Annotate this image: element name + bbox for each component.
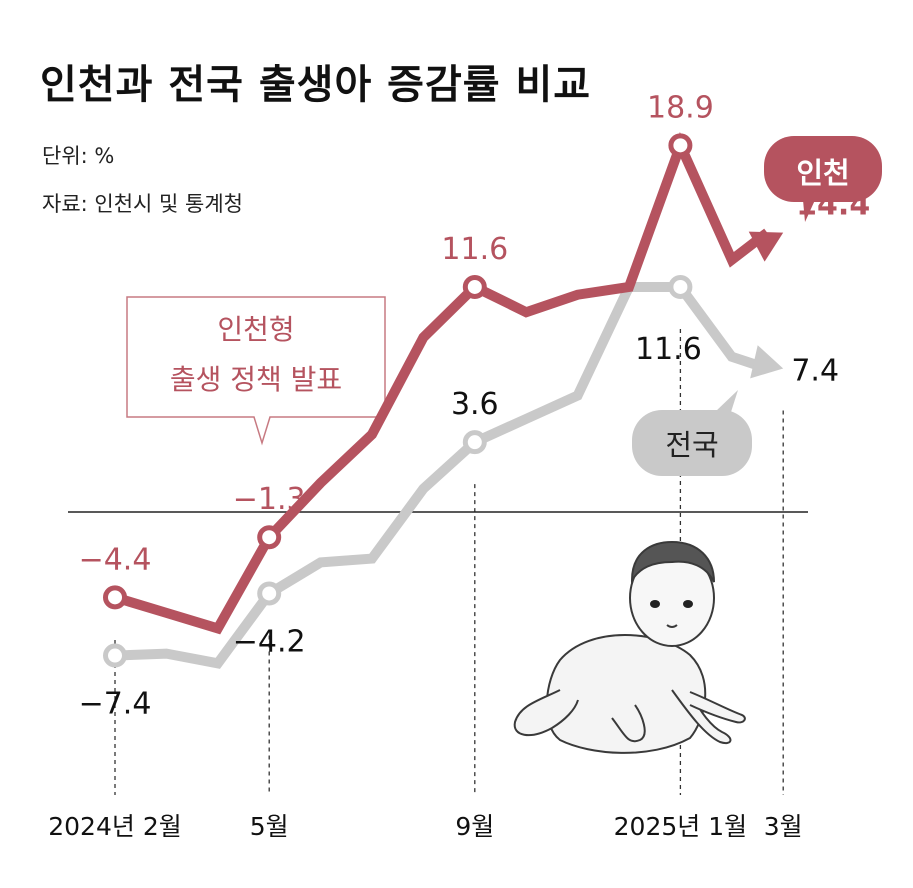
x-tick-2024-09: 9월: [455, 812, 494, 841]
point-marker-national-2024-09: [462, 430, 487, 455]
series-labels: −4.4−1.311.618.914.4−7.4−4.23.611.67.4: [79, 90, 871, 721]
legend-incheon: 인천: [764, 136, 882, 222]
x-tick-2025-03: 3월: [764, 812, 803, 841]
data-label-incheon-2024-09: 11.6: [441, 232, 508, 267]
point-marker-incheon-2024-05: [257, 525, 282, 550]
policy-callout-line1: 인천형: [217, 313, 294, 346]
point-marker-incheon-2025-01: [668, 133, 693, 158]
data-label-incheon-2025-01: 18.9: [647, 90, 714, 125]
policy-callout-line2: 출생 정책 발표: [170, 363, 342, 396]
point-marker-incheon-2024-02: [103, 585, 127, 610]
point-marker-national-2025-01: [668, 274, 693, 299]
series-arrow-national: [750, 345, 784, 379]
data-label-national-2024-09: 3.6: [451, 387, 499, 422]
data-label-national-2024-02: −7.4: [79, 687, 152, 722]
series-arrow-incheon: [748, 231, 784, 262]
data-label-incheon-2024-05: −1.3: [233, 482, 306, 517]
point-marker-national-2024-02: [103, 643, 127, 668]
x-tick-2024-02: 2024년 2월: [48, 812, 181, 841]
chart-title: 인천과 전국 출생아 증감률 비교: [40, 62, 592, 108]
point-marker-national-2024-05: [257, 581, 282, 606]
legend-incheon-label: 인천: [796, 156, 849, 190]
data-label-national-2024-05: −4.2: [233, 624, 306, 659]
x-tick-2025-01: 2025년 1월: [614, 812, 747, 841]
legend-national: 전국: [632, 390, 752, 476]
policy-callout: 인천형 출생 정책 발표: [126, 296, 386, 446]
data-label-incheon-2024-02: −4.4: [79, 542, 152, 577]
unit-label: 단위: %: [42, 144, 115, 168]
legend-national-label: 전국: [665, 428, 718, 462]
data-label-national-2025-01: 11.6: [635, 332, 702, 367]
series-line-incheon: [113, 132, 771, 635]
source-label: 자료: 인천시 및 통계청: [42, 192, 243, 216]
x-tick-2024-05: 5월: [250, 812, 289, 841]
data-label-national-2025-03: 7.4: [791, 353, 839, 388]
baby-illustration: [513, 540, 746, 754]
x-axis-ticks: 2024년 2월 5월 9월 2025년 1월 3월: [48, 812, 802, 841]
series-lines: [103, 132, 784, 669]
point-marker-incheon-2024-09: [462, 274, 487, 299]
